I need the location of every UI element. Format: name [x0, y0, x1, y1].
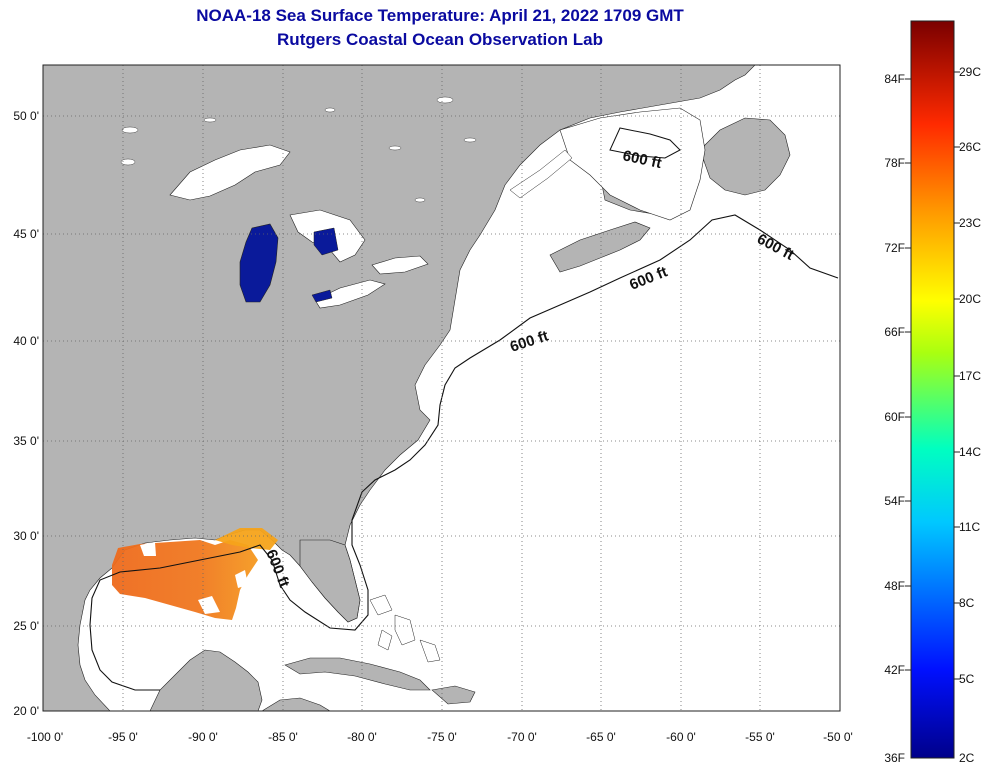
c-label: 8C — [959, 596, 975, 610]
lat-tick-label: 35 0' — [13, 434, 39, 448]
colorbar-celsius-labels: 29C 26C 23C 20C 17C 14C 11C 8C 5C 2C — [959, 65, 981, 765]
c-label: 29C — [959, 65, 981, 79]
f-label: 42F — [884, 663, 905, 677]
c-label: 20C — [959, 292, 981, 306]
map-frame — [42, 64, 841, 712]
nova-scotia-land — [549, 221, 651, 273]
temperature-colorbar — [910, 20, 955, 759]
f-label: 48F — [884, 579, 905, 593]
c-label: 14C — [959, 445, 981, 459]
graticule — [43, 65, 840, 711]
lake-huron-cold — [313, 227, 339, 256]
lake-michigan-cold — [239, 223, 279, 303]
longitude-labels: -100 0' -95 0' -90 0' -85 0' -80 0' -75 … — [27, 730, 853, 744]
st-lawrence-gulf — [559, 107, 706, 221]
florida-land — [299, 539, 361, 623]
c-label: 26C — [959, 140, 981, 154]
lake-ontario — [371, 255, 429, 275]
map-title: NOAA-18 Sea Surface Temperature: April 2… — [196, 6, 684, 25]
lat-tick-label: 20 0' — [13, 704, 39, 718]
lon-tick-label: -90 0' — [188, 730, 218, 744]
gulf-sst-patch — [112, 540, 258, 620]
cuba-land — [284, 657, 431, 691]
lon-tick-label: -80 0' — [347, 730, 377, 744]
bahamas-islands — [369, 594, 441, 663]
lake-erie-cold — [311, 289, 333, 303]
c-label: 5C — [959, 672, 975, 686]
lake-erie — [314, 279, 386, 309]
lon-tick-label: -95 0' — [108, 730, 138, 744]
lat-tick-label: 45 0' — [13, 227, 39, 241]
lat-tick-label: 50 0' — [13, 109, 39, 123]
lon-tick-label: -100 0' — [27, 730, 63, 744]
small-lakes — [120, 96, 477, 203]
hispaniola-land — [431, 685, 476, 705]
lat-tick-label: 30 0' — [13, 529, 39, 543]
f-label: 66F — [884, 325, 905, 339]
c-label: 2C — [959, 751, 975, 765]
yucatan-land — [149, 649, 263, 711]
f-label: 60F — [884, 410, 905, 424]
f-label: 78F — [884, 156, 905, 170]
lake-superior — [169, 144, 291, 201]
lon-tick-label: -70 0' — [507, 730, 537, 744]
f-label: 72F — [884, 241, 905, 255]
lat-tick-label: 25 0' — [13, 619, 39, 633]
lon-tick-label: -60 0' — [666, 730, 696, 744]
lon-tick-label: -50 0' — [823, 730, 853, 744]
f-label: 54F — [884, 494, 905, 508]
map-subtitle: Rutgers Coastal Ocean Observation Lab — [277, 30, 603, 49]
newfoundland-land — [699, 117, 791, 196]
isobath-600ft — [89, 214, 839, 691]
colorbar-fahrenheit-labels: 84F 78F 72F 66F 60F 54F 48F 42F 36F — [884, 72, 905, 765]
gulf-cloud-gaps — [140, 542, 248, 614]
latitude-labels: 50 0' 45 0' 40 0' 35 0' 30 0' 25 0' 20 0… — [13, 109, 39, 718]
lon-tick-label: -85 0' — [268, 730, 298, 744]
c-label: 23C — [959, 216, 981, 230]
c-label: 17C — [959, 369, 981, 383]
lat-tick-label: 40 0' — [13, 334, 39, 348]
f-label: 84F — [884, 72, 905, 86]
c-label: 11C — [959, 520, 980, 534]
st-lawrence-river — [509, 149, 573, 199]
lon-tick-label: -65 0' — [586, 730, 616, 744]
isobath-600ft-gulf-st-lawrence — [609, 127, 681, 159]
lon-tick-label: -55 0' — [745, 730, 775, 744]
lon-tick-label: -75 0' — [427, 730, 457, 744]
gulf-sst-coastal-warm — [215, 528, 278, 550]
f-label: 36F — [884, 751, 905, 765]
colorbar-ticks — [905, 71, 960, 680]
central-america-land — [261, 697, 331, 711]
